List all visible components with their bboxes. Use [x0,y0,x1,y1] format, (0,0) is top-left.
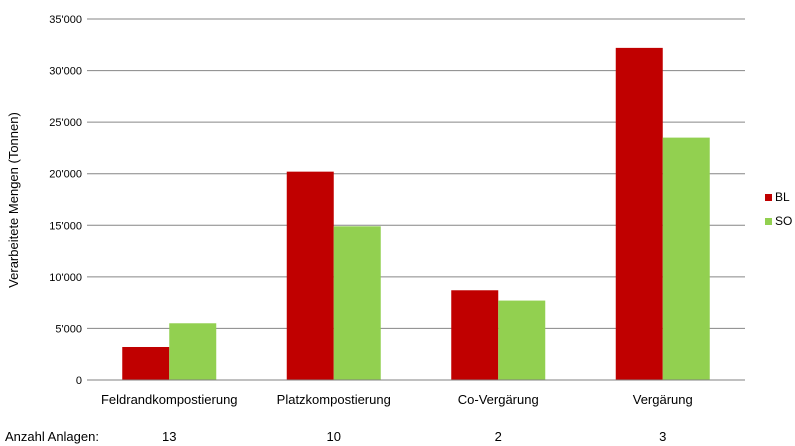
footer-value: 3 [659,429,666,444]
category-label: Feldrandkompostierung [101,392,238,407]
footer-value: 2 [495,429,502,444]
gridlines [87,18,745,329]
bar-so-0 [169,323,217,380]
y-tick-label: 10'000 [49,272,82,284]
y-tick-label: 25'000 [49,117,82,129]
category-label: Vergärung [633,392,693,407]
legend: BL SO [765,190,792,228]
footer-value: 13 [162,429,176,444]
y-tick-label: 5'000 [55,323,82,335]
footer-label: Anzahl Anlagen: [5,429,99,444]
legend-label-bl: BL [775,190,790,204]
y-tick-label: 35'000 [49,14,82,26]
y-axis-label: Verarbeitete Mengen (Tonnen) [6,112,21,288]
y-tick-label: 20'000 [49,169,82,181]
bar-so-2 [498,300,546,380]
bar-bl-0 [122,346,170,380]
y-axis-ticks: 0 5'000 10'000 15'000 20'000 25'000 30'000 35'0… [49,14,82,387]
y-tick-label: 0 [76,375,82,387]
bars [122,47,710,380]
category-labels: Feldrandkompostierung Platzkompostierung C… [101,392,693,407]
bar-so-3 [662,137,710,380]
y-tick-label: 30'000 [49,66,82,78]
bar-bl-3 [615,47,663,380]
legend-label-so: SO [775,214,792,228]
legend-swatch-so [765,218,772,225]
bar-bl-1 [286,171,334,380]
bar-bl-2 [451,290,499,380]
legend-swatch-bl [765,194,772,201]
category-label: Platzkompostierung [277,392,391,407]
bar-so-1 [333,226,381,380]
category-label: Co-Vergärung [458,392,539,407]
footer-values: 13 10 2 3 [162,429,666,444]
footer-value: 10 [327,429,341,444]
y-tick-label: 15'000 [49,220,82,232]
